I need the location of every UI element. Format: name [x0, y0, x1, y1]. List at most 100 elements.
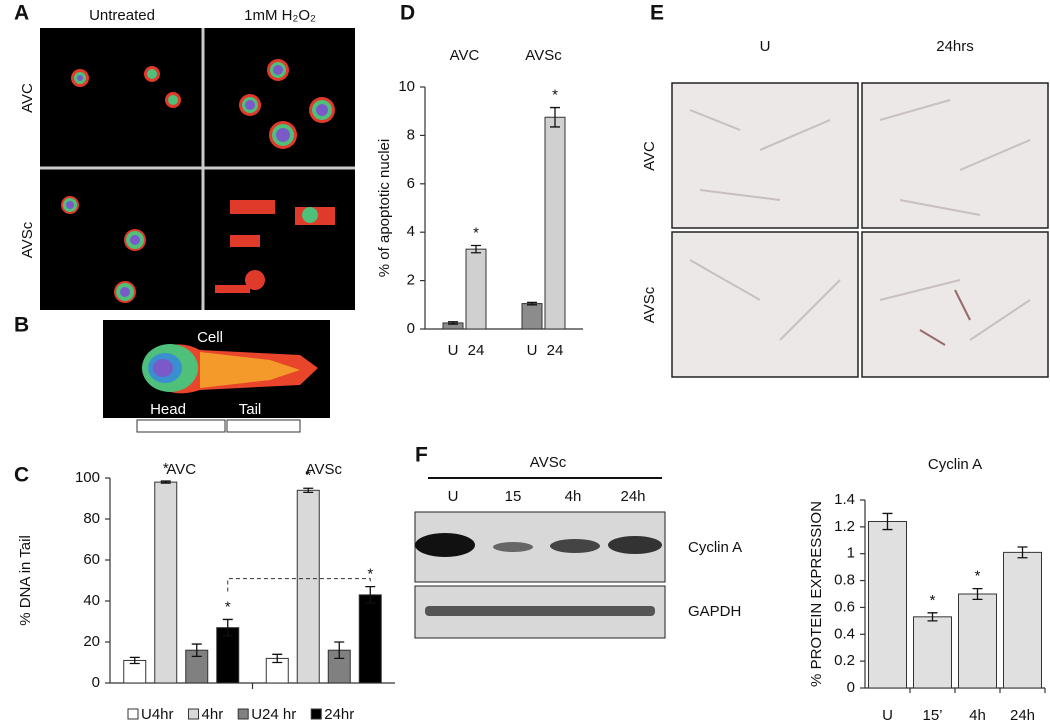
- significance-mark: *: [930, 592, 936, 609]
- comet-zoom: [103, 320, 330, 433]
- blot-image: [414, 511, 666, 639]
- blot-title: AVSc: [530, 454, 567, 471]
- y-tick-label: 6: [407, 175, 415, 192]
- bar: [521, 303, 543, 330]
- y-tick-label: 60: [83, 551, 100, 568]
- panel-letter: A: [14, 2, 29, 25]
- legend-label: U4hr: [141, 706, 174, 723]
- error-bar: [927, 612, 938, 622]
- bar: [358, 594, 382, 684]
- panel-letter: D: [400, 2, 415, 25]
- legend-swatch: [188, 708, 200, 720]
- y-tick-label: 0.6: [834, 598, 855, 615]
- y-tick-label: 0: [407, 320, 415, 337]
- panel-letter: E: [650, 2, 664, 25]
- x-tick-label: U: [527, 342, 538, 359]
- error-bar: [527, 301, 537, 306]
- bar: [296, 489, 320, 684]
- y-tick-label: 10: [398, 78, 415, 95]
- significance-mark: *: [473, 224, 479, 241]
- significance-mark: *: [305, 467, 311, 484]
- legend-swatch: [237, 708, 249, 720]
- row-label: AVSc: [19, 221, 36, 258]
- significance-mark: *: [163, 460, 169, 477]
- error-bar: [191, 643, 202, 657]
- y-tick-label: 0.4: [834, 625, 855, 642]
- error-bar: [160, 480, 171, 484]
- lane-label: 15: [505, 488, 522, 505]
- y-tick-label: 40: [83, 592, 100, 609]
- error-bar: [882, 512, 893, 531]
- error-bar: [303, 487, 314, 493]
- legend-label: 24hr: [324, 706, 354, 723]
- error-bar: [448, 321, 458, 325]
- y-tick-label: 4: [407, 223, 415, 240]
- legend-swatch: [310, 708, 322, 720]
- y-axis-label: % DNA in Tail: [17, 535, 34, 626]
- x-tick-label: 4h: [969, 707, 986, 724]
- x-tick-label: 15’: [922, 707, 942, 724]
- bar: [154, 481, 178, 684]
- y-tick-label: 1.2: [834, 518, 855, 535]
- error-bar: [129, 656, 140, 665]
- error-bar: [365, 586, 376, 604]
- x-tick-label: 24: [468, 342, 485, 359]
- panel-letter: B: [14, 314, 29, 337]
- row-label: AVSc: [641, 286, 658, 323]
- category-label: AVC: [450, 47, 480, 64]
- legend-label: 4hr: [202, 706, 224, 723]
- bar: [958, 593, 997, 689]
- comet-label: Cell: [197, 329, 223, 346]
- bar: [544, 116, 566, 330]
- category-label: AVSc: [525, 47, 562, 64]
- y-tick-label: 8: [407, 126, 415, 143]
- y-tick-label: 0.8: [834, 572, 855, 589]
- y-axis-label: % PROTEIN EXPRESSION: [808, 501, 825, 687]
- comet-label: Tail: [239, 401, 262, 418]
- error-bar: [471, 244, 481, 254]
- y-tick-label: 20: [83, 633, 100, 650]
- band-label: Cyclin A: [688, 539, 742, 556]
- x-tick-label: U: [882, 707, 893, 724]
- lane-label: 4h: [565, 488, 582, 505]
- comparison-bracket: [227, 578, 371, 592]
- category-label: AVC: [166, 461, 196, 478]
- comet-images: [40, 28, 355, 310]
- y-tick-label: 80: [83, 510, 100, 527]
- error-bar: [972, 587, 983, 601]
- y-tick-label: 100: [75, 469, 100, 486]
- bar: [1003, 551, 1042, 689]
- panel-letter: C: [14, 464, 29, 487]
- column-label: 1mM H₂O₂: [244, 7, 316, 24]
- legend-swatch: [127, 708, 139, 720]
- y-tick-label: 0.2: [834, 652, 855, 669]
- error-bar: [272, 653, 283, 664]
- legend-label: U24 hr: [251, 706, 296, 723]
- significance-mark: *: [367, 566, 373, 583]
- column-label: Untreated: [89, 7, 155, 24]
- x-tick-label: 24: [547, 342, 564, 359]
- category-label: AVSc: [306, 461, 343, 478]
- chart-title: Cyclin A: [928, 456, 982, 473]
- lane-label: 24h: [620, 488, 645, 505]
- y-axis-label: % of apoptotic nuclei: [376, 139, 393, 277]
- error-bar: [222, 618, 233, 637]
- column-label: U: [760, 38, 771, 55]
- significance-mark: *: [975, 568, 981, 585]
- lane-label: U: [448, 488, 459, 505]
- cell-images: [671, 82, 1049, 378]
- error-bar: [334, 641, 345, 660]
- row-label: AVC: [641, 141, 658, 171]
- x-tick-label: 24h: [1010, 707, 1035, 724]
- row-label: AVC: [19, 83, 36, 113]
- bar: [913, 616, 952, 689]
- y-tick-label: 1.4: [834, 491, 855, 508]
- y-tick-label: 1: [847, 545, 855, 562]
- error-bar: [1017, 546, 1028, 559]
- x-tick-label: U: [448, 342, 459, 359]
- comet-label: Head: [150, 401, 186, 418]
- significance-mark: *: [552, 87, 558, 104]
- significance-mark: *: [225, 598, 231, 615]
- y-tick-label: 0: [92, 674, 100, 691]
